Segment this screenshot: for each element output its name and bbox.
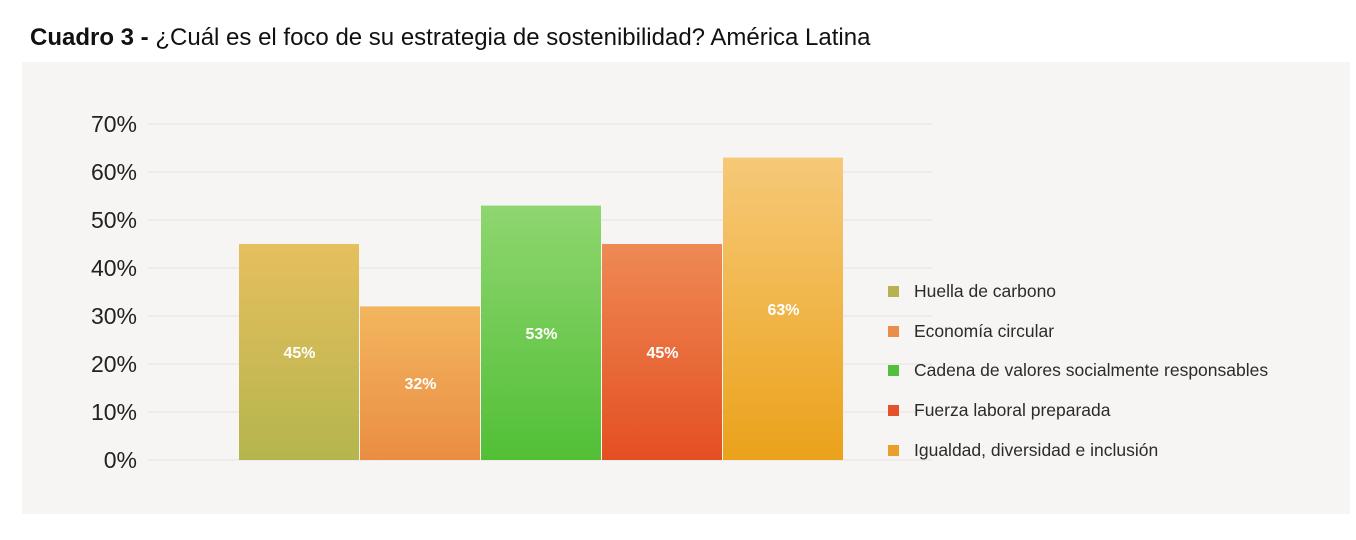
legend-swatch [888, 365, 899, 377]
legend-label: Cadena de valores socialmente responsabl… [914, 360, 1269, 381]
legend-swatch [888, 325, 899, 337]
bar-value-label: 45% [283, 345, 315, 362]
bar-value-label: 45% [646, 345, 678, 362]
legend-label: Fuerza laboral preparada [914, 400, 1111, 421]
legend-label: Huella de carbono [914, 281, 1057, 302]
bar-value-label: 53% [525, 326, 557, 343]
y-tick-label: 30% [91, 303, 137, 329]
y-tick-label: 70% [91, 111, 137, 137]
legend-item: Economía circular [888, 312, 1318, 352]
legend-label: Igualdad, diversidad e inclusión [914, 439, 1159, 460]
legend-swatch [888, 286, 899, 298]
y-tick-label: 0% [104, 447, 137, 473]
legend-item: Fuerza laboral preparada [888, 391, 1318, 431]
legend-swatch [888, 444, 899, 456]
chart-title-prefix: Cuadro 3 - [30, 24, 149, 51]
legend-swatch [888, 405, 899, 417]
legend-item: Huella de carbono [888, 272, 1318, 312]
chart-panel: 0% 10% 20% 30% 40% 50% 60% 70% 45% 32% 53% 45% 63% H… [22, 62, 1350, 514]
legend-label: Economía circular [914, 320, 1055, 341]
chart-legend: Huella de carbono Economía circular Cadena… [888, 272, 1318, 470]
bar-1 [239, 244, 359, 460]
chart-title-text: ¿Cuál es el foco de su estrategia de sos… [155, 24, 871, 51]
bar-value-label: 63% [767, 302, 799, 319]
y-tick-label: 40% [91, 255, 137, 281]
y-tick-label: 20% [91, 351, 137, 377]
y-tick-label: 10% [91, 399, 137, 425]
bar-5 [723, 157, 843, 460]
chart-title: Cuadro 3 - ¿Cuál es el foco de su estrat… [30, 24, 870, 52]
bar-3 [481, 205, 601, 460]
bar-value-label: 32% [404, 376, 436, 393]
legend-item: Igualdad, diversidad e inclusión [888, 430, 1318, 470]
legend-item: Cadena de valores socialmente responsabl… [888, 351, 1318, 391]
y-tick-label: 60% [91, 159, 137, 185]
bar-4 [602, 244, 722, 460]
y-tick-label: 50% [91, 207, 137, 233]
bar-chart: 0% 10% 20% 30% 40% 50% 60% 70% 45% 32% 53% 45% 63% [91, 111, 932, 473]
bar-2 [360, 306, 480, 460]
